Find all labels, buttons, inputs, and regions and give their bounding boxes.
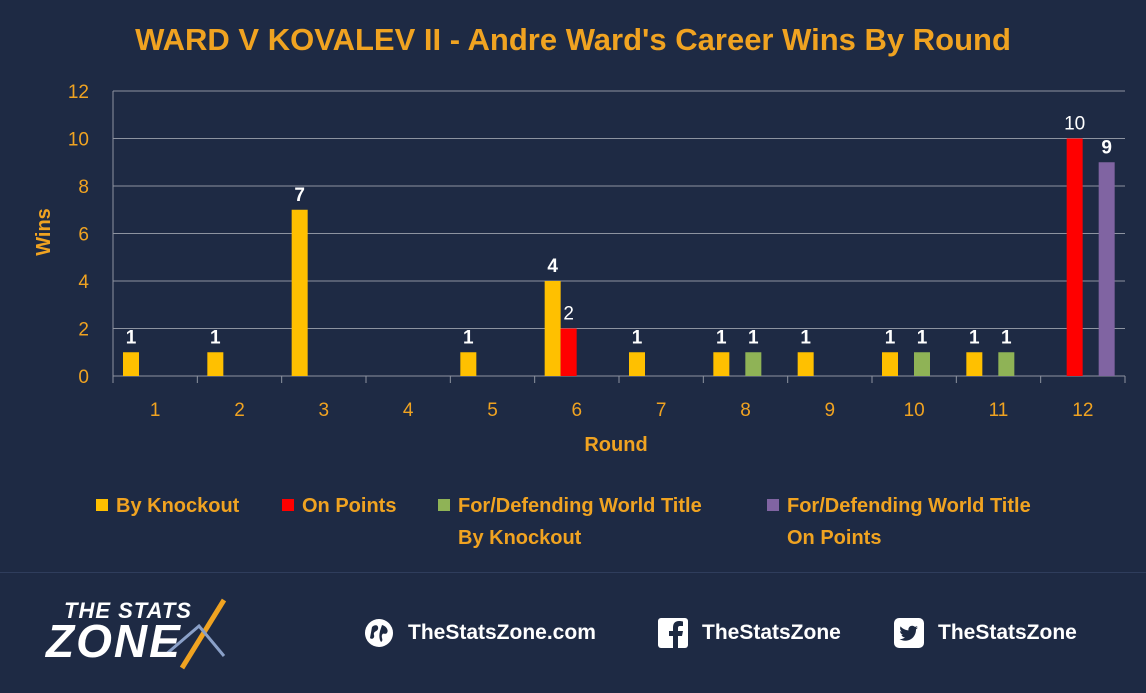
y-tick-label: 10 [68,130,89,151]
x-axis-label: Round [584,434,647,456]
data-label: 1 [126,327,137,348]
y-axis-label: Wins [33,208,55,256]
x-tick-label: 10 [904,400,925,421]
data-label: 9 [1101,137,1112,158]
data-label: 1 [800,327,811,348]
x-tick-label: 1 [150,400,161,421]
facebook-icon [658,618,688,648]
logo-graphic [163,598,227,670]
bars [123,138,1115,376]
bar [291,209,308,376]
twitter-text: TheStatsZone [938,621,1077,644]
bar [882,352,898,376]
legend-label: For/Defending World Title [787,495,1031,517]
data-label: 10 [1064,114,1085,135]
y-tick-label: 2 [78,320,89,341]
bar [745,352,762,376]
x-tick-label: 11 [989,400,1009,421]
bar [914,352,930,376]
x-tick-label: 4 [403,400,414,421]
x-tick-label: 3 [319,400,330,421]
legend: By Knockout On Points For/Defending World … [96,495,1031,549]
globe-icon [365,619,393,647]
website-link[interactable]: TheStatsZone.com [364,616,596,650]
legend-label: On Points [787,527,881,549]
data-label: 1 [885,327,896,348]
bar [998,352,1015,376]
bar [629,352,645,376]
y-tick-label: 8 [78,177,89,198]
data-label: 1 [1001,327,1012,348]
bar [797,352,814,376]
legend-label: On Points [302,495,396,517]
legend-label: By Knockout [458,527,582,549]
x-tick-label: 6 [572,400,583,421]
data-label: 1 [210,327,221,348]
x-tick-label: 5 [487,400,498,421]
data-label: 1 [748,327,759,348]
x-tick-label: 8 [740,400,751,421]
bar [1066,138,1083,376]
axes [112,91,1126,383]
legend-swatch [767,499,779,511]
gridlines [113,90,1125,329]
x-tick-label: 9 [825,400,836,421]
bar [207,352,224,376]
bar [123,352,139,376]
footer-divider [0,572,1146,573]
x-tick-label: 2 [234,400,245,421]
data-label: 2 [563,304,574,325]
bar [460,352,477,376]
bar [966,352,983,376]
legend-swatch [282,499,294,511]
facebook-text: TheStatsZone [702,621,841,644]
logo-top-text: THE STATS [64,598,192,623]
chart-title: WARD V KOVALEV II - Andre Ward's Career … [135,22,1011,57]
legend-swatch [438,499,450,511]
stats-zone-logo[interactable]: THE STATS ZONE [44,596,244,671]
data-label: 4 [547,256,558,277]
y-tick-label: 0 [78,367,89,388]
bar [544,281,561,376]
legend-label: For/Defending World Title [458,495,702,517]
facebook-link[interactable]: TheStatsZone [658,616,841,650]
legend-label: By Knockout [116,495,240,517]
logo-main-text: ZONE [46,615,182,667]
data-label: 7 [294,185,305,206]
y-tick-label: 12 [68,82,89,103]
twitter-icon [894,618,924,648]
legend-swatch [96,499,108,511]
data-label: 1 [969,327,980,348]
bar [560,328,577,376]
twitter-link[interactable]: TheStatsZone [894,616,1077,650]
x-tick-label: 7 [656,400,667,421]
bar [1098,162,1115,376]
y-tick-label: 6 [78,225,89,246]
x-tick-label: 12 [1072,400,1093,421]
data-label: 1 [917,327,928,348]
y-tick-label: 4 [78,272,89,293]
website-text: TheStatsZone.com [408,621,596,644]
data-label: 1 [716,327,727,348]
bar [713,352,730,376]
data-label: 1 [463,327,474,348]
data-label: 1 [632,327,643,348]
